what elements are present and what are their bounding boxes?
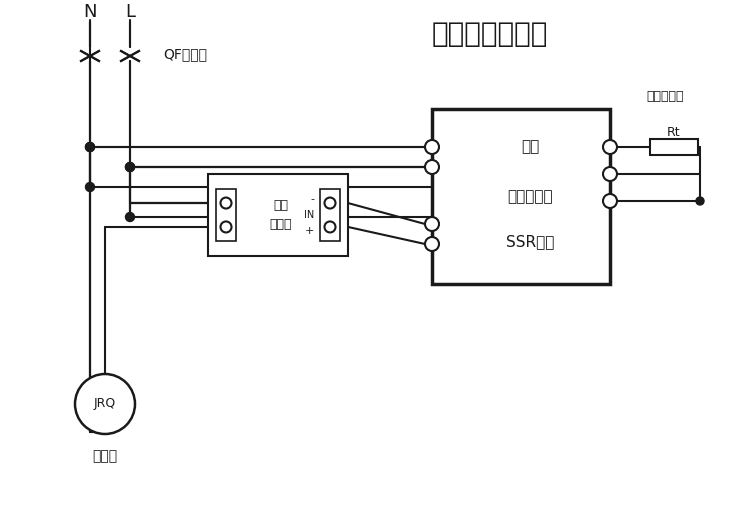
Text: +: + [304,226,314,236]
Bar [208,174,348,256]
Circle shape [425,160,439,174]
Circle shape [603,194,617,208]
Bar [320,189,340,241]
Circle shape [603,140,617,154]
Circle shape [75,374,135,434]
Circle shape [603,167,617,181]
Text: QF断路器: QF断路器 [163,47,207,61]
Text: 继电器: 继电器 [270,218,292,231]
Text: 加热器: 加热器 [93,449,118,463]
Text: -: - [310,195,314,204]
Circle shape [425,140,439,154]
Circle shape [425,237,439,251]
Circle shape [220,222,232,232]
Text: SSR输出: SSR输出 [506,234,554,249]
Circle shape [220,198,232,208]
Circle shape [126,162,135,172]
Circle shape [324,222,335,232]
Circle shape [85,142,95,152]
Circle shape [126,212,135,222]
Text: N: N [83,3,97,21]
Circle shape [696,197,704,205]
Text: L: L [125,3,135,21]
Text: 供电: 供电 [521,139,539,155]
Bar [432,109,610,284]
Bar [650,139,698,155]
Text: 温度传感器: 温度传感器 [646,91,684,103]
Circle shape [425,217,439,231]
Circle shape [85,182,95,191]
Text: 温度控制器: 温度控制器 [507,189,553,204]
Text: 固态: 固态 [273,199,288,211]
Text: JRQ: JRQ [94,397,116,411]
Circle shape [126,162,135,172]
Bar [216,189,236,241]
Text: Rt: Rt [667,126,681,139]
Circle shape [324,198,335,208]
Text: 温度控制原理图: 温度控制原理图 [431,20,548,48]
Circle shape [85,142,95,152]
Text: IN: IN [304,210,314,220]
